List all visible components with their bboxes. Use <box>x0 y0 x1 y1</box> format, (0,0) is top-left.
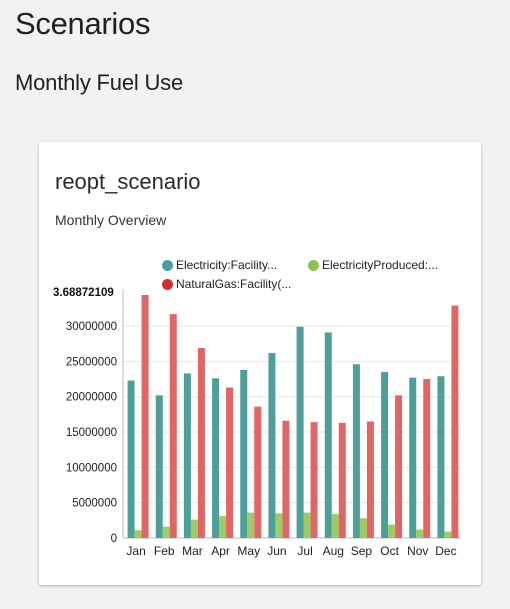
x-tick-label: Dec <box>435 544 456 558</box>
y-tick-label: 15000000 <box>66 427 117 439</box>
bar-mar-series-0[interactable] <box>183 373 191 538</box>
bar-oct-series-2[interactable] <box>395 395 403 538</box>
legend-label: NaturalGas:Facility(... <box>176 277 292 291</box>
bar-sep-series-2[interactable] <box>366 421 374 538</box>
bar-mar-series-1[interactable] <box>190 519 198 538</box>
bar-jul-series-2[interactable] <box>310 422 318 538</box>
legend-label: Electricity:Facility... <box>176 258 278 272</box>
legend-item-electricity-facility[interactable]: Electricity:Facility... <box>162 258 277 272</box>
bar-jul-series-0[interactable] <box>296 326 304 538</box>
bar-dec-series-0[interactable] <box>437 376 445 538</box>
y-tick-label: 5000000 <box>72 498 117 510</box>
chart-card: reopt_scenario Monthly Overview Electric… <box>39 142 481 585</box>
bar-jan-series-2[interactable] <box>141 295 149 538</box>
section-title: Monthly Fuel Use <box>15 70 183 95</box>
bar-feb-series-2[interactable] <box>169 314 177 538</box>
bar-nov-series-2[interactable] <box>423 379 431 538</box>
bar-aug-series-2[interactable] <box>338 422 346 538</box>
bar-sep-series-0[interactable] <box>352 364 360 538</box>
legend-label: ElectricityProduced:... <box>322 258 439 272</box>
bar-jul-series-1[interactable] <box>303 512 311 538</box>
y-tick-label: 25000000 <box>66 356 117 368</box>
x-tick-label: Oct <box>380 544 399 558</box>
legend-dot-icon <box>162 259 173 271</box>
legend-item-electricity-produced[interactable]: ElectricityProduced:... <box>308 258 438 272</box>
y-tick-label: 30000000 <box>66 321 117 333</box>
bar-apr-series-0[interactable] <box>212 378 220 538</box>
x-tick-label: Jun <box>267 544 286 558</box>
x-tick-label: Apr <box>211 544 230 558</box>
bar-nov-series-0[interactable] <box>409 377 417 538</box>
bar-dec-series-1[interactable] <box>444 531 452 538</box>
x-tick-label: Jul <box>297 544 312 558</box>
page-title: Scenarios <box>15 6 151 41</box>
bar-mar-series-2[interactable] <box>197 347 205 538</box>
y-axis-max-label: 3.68872109 <box>53 287 114 299</box>
legend-dot-icon <box>162 278 173 290</box>
x-tick-label: Jan <box>126 544 145 558</box>
monthly-fuel-bar-chart: 0 5000000 10000000 15000000 20000000 25000000… <box>66 289 461 558</box>
bar-may-series-2[interactable] <box>254 406 262 538</box>
x-tick-label: Feb <box>154 544 175 558</box>
bar-oct-series-0[interactable] <box>381 371 389 538</box>
y-tick-label: 10000000 <box>66 462 117 474</box>
bar-may-series-0[interactable] <box>240 369 248 538</box>
x-tick-label: May <box>237 544 260 558</box>
x-tick-label: Aug <box>323 544 344 558</box>
bar-feb-series-0[interactable] <box>155 395 163 538</box>
bar-jun-series-1[interactable] <box>275 513 283 538</box>
card-subtitle: Monthly Overview <box>55 212 167 228</box>
bar-jan-series-0[interactable] <box>127 380 135 538</box>
bar-sep-series-1[interactable] <box>359 518 367 538</box>
x-tick-label: Sep <box>351 544 373 558</box>
y-tick-label: 0 <box>111 533 117 545</box>
legend-item-natural-gas-facility[interactable]: NaturalGas:Facility(... <box>162 277 291 291</box>
card-title: reopt_scenario <box>55 169 201 194</box>
bar-aug-series-0[interactable] <box>324 332 332 538</box>
bar-oct-series-1[interactable] <box>388 524 396 538</box>
bar-apr-series-1[interactable] <box>219 516 227 538</box>
bar-feb-series-1[interactable] <box>162 526 170 538</box>
bar-nov-series-1[interactable] <box>416 529 424 538</box>
bar-jan-series-1[interactable] <box>134 530 142 538</box>
bar-dec-series-2[interactable] <box>451 305 459 538</box>
bar-jun-series-0[interactable] <box>268 352 276 538</box>
y-tick-label: 20000000 <box>66 392 117 404</box>
x-tick-label: Nov <box>407 544 428 558</box>
bar-apr-series-2[interactable] <box>226 387 234 538</box>
x-tick-label: Mar <box>182 544 203 558</box>
legend-dot-icon <box>308 259 319 271</box>
bar-jun-series-2[interactable] <box>282 420 290 538</box>
bar-aug-series-1[interactable] <box>331 513 339 538</box>
bar-may-series-1[interactable] <box>247 512 255 538</box>
